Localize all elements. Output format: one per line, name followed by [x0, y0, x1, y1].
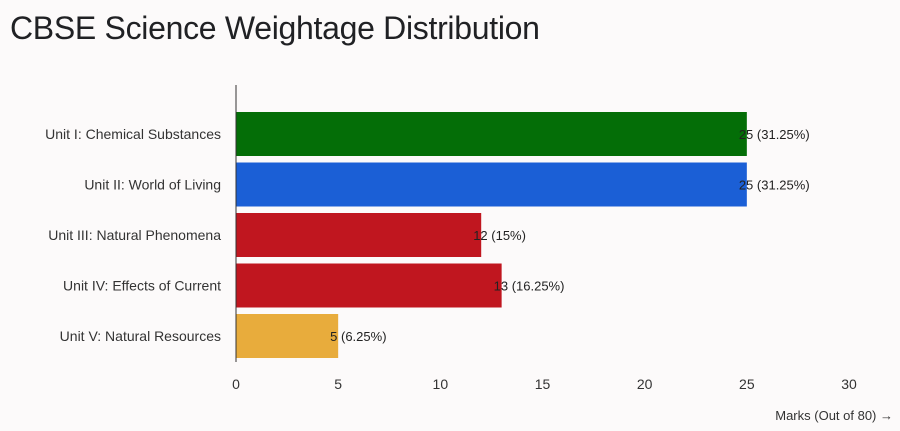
bar-1: [236, 112, 747, 156]
x-tick-label-10: 10: [433, 376, 449, 392]
bar-4: [236, 263, 502, 308]
bars-group: [236, 112, 747, 358]
bar-2: [236, 162, 747, 207]
category-label-4: Unit IV: Effects of Current: [63, 278, 221, 294]
category-label-2: Unit II: World of Living: [84, 177, 221, 193]
data-label-3: 12 (15%): [473, 228, 526, 243]
data-label-1: 25 (31.25%): [739, 127, 810, 142]
x-tick-label-15: 15: [535, 376, 551, 392]
x-tick-label-25: 25: [739, 376, 755, 392]
x-tick-label-5: 5: [334, 376, 342, 392]
x-axis-title: Marks (Out of 80) →: [775, 408, 893, 423]
bar-5: [236, 314, 339, 358]
x-tick-label-0: 0: [232, 376, 240, 392]
category-label-1: Unit I: Chemical Substances: [45, 126, 221, 142]
x-tick-label-20: 20: [637, 376, 653, 392]
category-label-3: Unit III: Natural Phenomena: [48, 227, 221, 243]
data-labels: 25 (31.25%) 25 (31.25%) 12 (15%) 13 (16.25%…: [330, 127, 809, 344]
category-label-5: Unit V: Natural Resources: [60, 328, 221, 344]
data-label-2: 25 (31.25%): [739, 178, 810, 193]
data-label-5: 5 (6.25%): [330, 329, 386, 344]
chart-title: CBSE Science Weightage Distribution: [10, 10, 540, 46]
data-label-4: 13 (16.25%): [494, 279, 565, 294]
x-tick-label-30: 30: [841, 376, 857, 392]
category-labels: Unit I: Chemical Substances Unit II: Worl…: [45, 126, 221, 344]
x-tick-labels: 0 5 10 15 20 25 30: [232, 376, 857, 392]
bar-3: [236, 213, 482, 257]
